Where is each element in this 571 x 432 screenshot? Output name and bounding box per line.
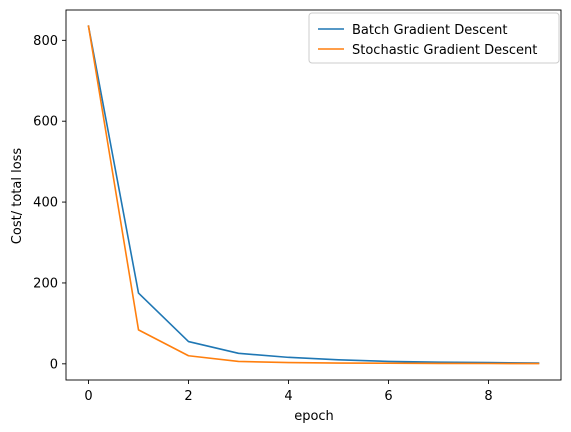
legend-label-stochastic: Stochastic Gradient Descent [352, 43, 537, 58]
y-tick-label-1: 200 [33, 276, 58, 291]
y-tick-label-4: 800 [33, 34, 58, 49]
legend-frame [308, 12, 560, 64]
y-tick-label-3: 600 [33, 115, 58, 130]
plot-layer [87, 25, 540, 365]
y-axis-label: Cost/ total loss [10, 148, 25, 245]
x-tick-label-1: 2 [184, 389, 192, 404]
y-tick-label-2: 400 [33, 196, 58, 211]
y-tick-label-0: 0 [50, 357, 58, 372]
axes-layer: 0 2 4 6 8 0 200 400 600 800 [33, 9, 562, 404]
x-tick-label-2: 4 [284, 389, 292, 404]
series-line-1 [87, 25, 540, 365]
legend: Batch Gradient Descent Stochastic Gradie… [308, 12, 560, 64]
x-tick-label-3: 6 [384, 389, 392, 404]
series-line-0 [87, 25, 540, 364]
legend-label-batch: Batch Gradient Descent [352, 23, 507, 38]
x-tick-label-4: 8 [484, 389, 492, 404]
axes-frame [65, 9, 562, 381]
x-axis-label: epoch [294, 409, 334, 424]
x-tick-label-0: 0 [84, 389, 92, 404]
